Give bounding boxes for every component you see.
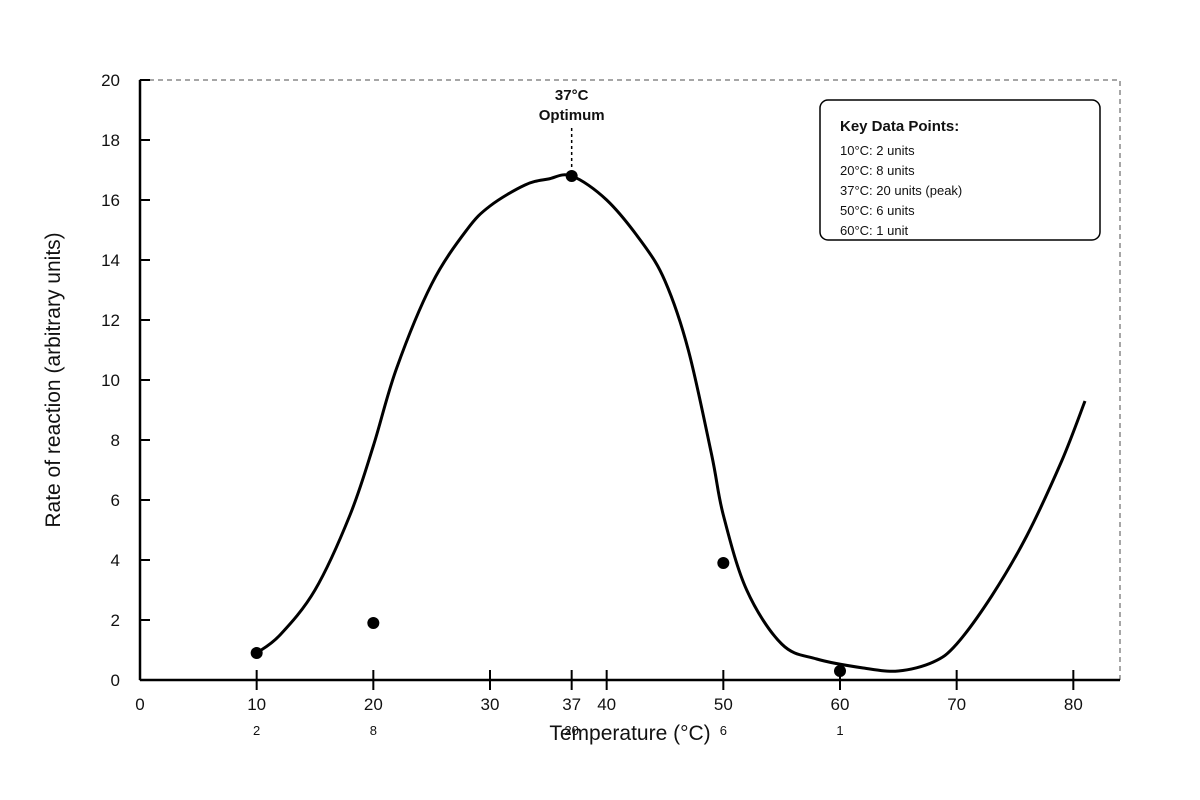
x-tick-label: 30 (481, 695, 500, 714)
y-tick-label: 8 (111, 431, 120, 450)
optimum-label-text: Optimum (539, 107, 605, 124)
optimum-label-temp: 37°C (555, 87, 589, 104)
data-point (565, 170, 578, 182)
value-sub-label: 1 (836, 723, 843, 738)
y-tick-label: 14 (101, 251, 120, 270)
x-tick-label: 60 (831, 695, 850, 714)
value-sub-label: 8 (370, 723, 377, 738)
y-tick-label: 6 (111, 491, 120, 510)
value-sub-label: 20 (564, 723, 578, 738)
x-tick-label: 0 (135, 695, 144, 714)
y-tick-label: 2 (111, 611, 120, 630)
x-tick-label: 40 (597, 695, 616, 714)
data-point (250, 647, 263, 659)
y-tick-label: 4 (111, 551, 120, 570)
data-point (367, 617, 380, 629)
x-tick-label: 37 (562, 695, 581, 714)
legend: Key Data Points: 10°C: 2 units 20°C: 8 u… (819, 99, 1101, 241)
x-tick-label: 70 (947, 695, 966, 714)
x-axis-title: Temperature (°C) (549, 722, 710, 745)
legend-item: 10°C: 2 units (840, 143, 915, 158)
y-tick-label: 20 (101, 71, 120, 90)
legend-item: 20°C: 8 units (840, 163, 915, 178)
legend-item: 60°C: 1 unit (840, 223, 908, 238)
y-tick-label: 10 (101, 371, 120, 390)
y-tick-label: 18 (101, 131, 120, 150)
data-point (834, 665, 846, 677)
x-tick-label: 80 (1064, 695, 1083, 714)
data-point (717, 557, 730, 569)
legend-title: Key Data Points: (840, 118, 959, 135)
legend-box (819, 99, 1101, 241)
data-points (250, 170, 846, 677)
optimum-annotation: 37°C Optimum (539, 87, 605, 170)
y-tick-label: 12 (101, 311, 120, 330)
y-tick-label: 0 (111, 671, 120, 690)
rate-curve (255, 173, 1087, 673)
y-axis-ticks: 0 2 4 6 8 10 12 14 16 18 20 (101, 71, 150, 690)
value-sub-label: 6 (720, 723, 727, 738)
y-axis-title: Rate of reaction (arbitrary units) (42, 232, 65, 527)
x-tick-label: 10 (247, 695, 266, 714)
value-sub-label: 2 (253, 723, 260, 738)
sub-labels: 2 8 20 6 1 (253, 723, 844, 738)
legend-item: 37°C: 20 units (peak) (840, 183, 962, 198)
x-tick-label: 20 (364, 695, 383, 714)
y-tick-label: 16 (101, 191, 120, 210)
x-axis-ticks: 0 10 20 30 37 40 50 60 70 80 (135, 670, 1083, 714)
x-tick-label: 50 (714, 695, 733, 714)
legend-item: 50°C: 6 units (840, 203, 915, 218)
